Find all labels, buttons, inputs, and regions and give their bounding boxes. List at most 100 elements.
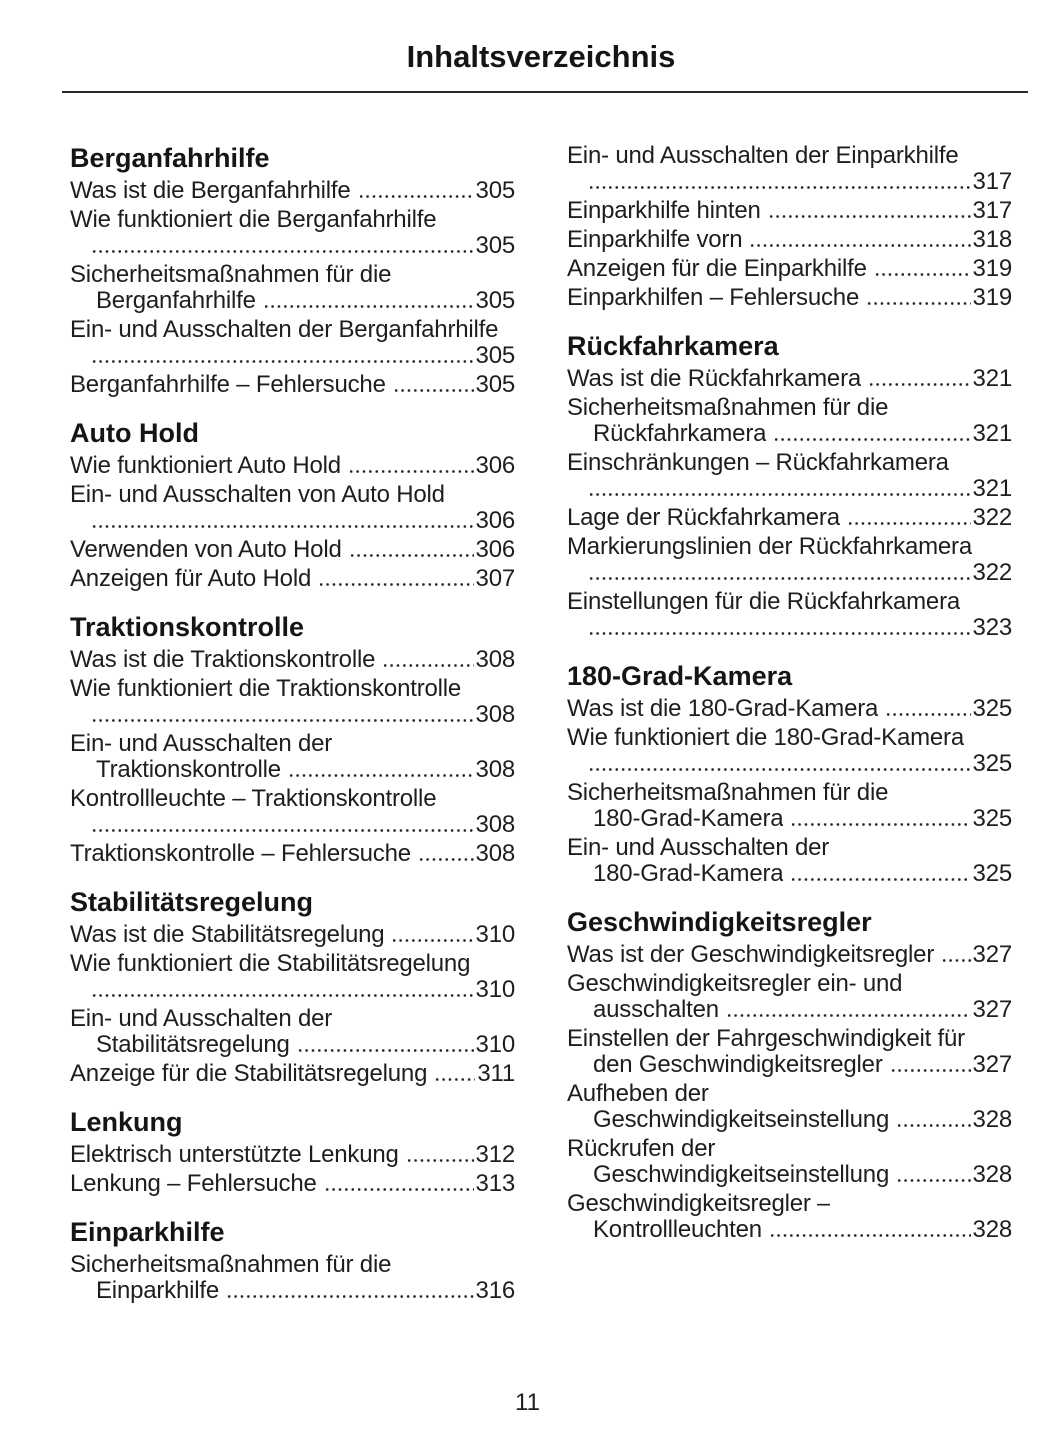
- entry-page-number: 308: [475, 701, 516, 728]
- dot-leader: [865, 285, 971, 311]
- toc-line: Einparkhilfen – Fehlersuche 319: [567, 285, 1012, 311]
- toc-entry: Sicherheitsmaßnahmen für die Berganfahrhi…: [70, 262, 515, 314]
- section-heading: Geschwindigkeitsregler: [567, 907, 872, 937]
- toc-line: Sicherheitsmaßnahmen für die: [567, 780, 1012, 806]
- toc-entry: Ein- und Ausschalten der Einparkhilfe 317: [567, 143, 1012, 195]
- dot-leader: [416, 841, 474, 867]
- entry-page-number: 311: [477, 1060, 515, 1087]
- toc-line: Was ist der Geschwindigkeitsregler 327: [567, 942, 1012, 968]
- toc-line: Anzeige für die Stabilitätsregelung 311: [70, 1061, 515, 1087]
- toc-line: Ein- und Ausschalten der: [567, 835, 1012, 861]
- toc-line: Stabilitätsregelung 310: [70, 1032, 515, 1058]
- toc-line: Wie funktioniert die 180-Grad-Kamera: [567, 725, 1012, 751]
- dot-leader: [895, 1162, 971, 1188]
- entry-page-number: 305: [475, 287, 516, 314]
- toc-section: Berganfahrhilfe Was ist die Berganfahrhil…: [70, 143, 515, 398]
- page-title: Inhaltsverzeichnis: [406, 39, 676, 74]
- dot-leader: [724, 997, 971, 1023]
- toc-line: Aufheben der: [567, 1081, 1012, 1107]
- toc-entry: Kontrollleuchte – Traktionskontrolle 308: [70, 786, 515, 838]
- page-number: 11: [515, 1389, 540, 1416]
- entry-page-number: 321: [972, 420, 1013, 447]
- toc-entry: Elektrisch unterstützte Lenkung 312: [70, 1142, 515, 1168]
- toc-line: Wie funktioniert die Berganfahrhilfe: [70, 207, 515, 233]
- entry-text: Wie funktioniert die Berganfahrhilfe: [70, 207, 437, 233]
- entry-page-number: 307: [475, 565, 516, 592]
- entry-text: Was ist der Geschwindigkeitsregler: [567, 942, 935, 968]
- entry-text: Wie funktioniert die Stabilitätsregelung: [70, 951, 471, 977]
- toc-entry: Einparkhilfe vorn 318: [567, 227, 1012, 253]
- entry-text: Geschwindigkeitseinstellung: [593, 1162, 890, 1188]
- toc-line: Einparkhilfe hinten 317: [567, 198, 1012, 224]
- section-heading: Traktionskontrolle: [70, 612, 305, 642]
- entry-page-number: 322: [972, 504, 1013, 531]
- entry-text: Sicherheitsmaßnahmen für die: [567, 780, 889, 806]
- toc-line: Ein- und Ausschalten der Einparkhilfe: [567, 143, 1012, 169]
- dot-leader: [789, 806, 971, 832]
- dot-leader: [286, 757, 474, 783]
- toc-line: Was ist die Traktionskontrolle 308: [70, 647, 515, 673]
- dot-leader: [895, 1107, 971, 1133]
- toc-line: 317: [567, 169, 1012, 195]
- entry-page-number: 308: [475, 811, 516, 838]
- toc-line: Kontrollleuchten 328: [567, 1217, 1012, 1243]
- toc-line: Einstellungen für die Rückfahrkamera: [567, 589, 1012, 615]
- toc-entry: Geschwindigkeitsregler ein- und ausschalt…: [567, 971, 1012, 1023]
- toc-entry: Was ist die Stabilitätsregelung 310: [70, 922, 515, 948]
- entry-text: ausschalten: [593, 997, 719, 1023]
- entry-page-number: 305: [475, 177, 516, 204]
- toc-entry: Ein- und Ausschalten der Traktionskontrol…: [70, 731, 515, 783]
- dot-leader: [789, 861, 971, 887]
- entry-page-number: 312: [475, 1141, 516, 1168]
- toc-entry: Ein- und Ausschalten von Auto Hold 306: [70, 482, 515, 534]
- toc-line: Geschwindigkeitseinstellung 328: [567, 1162, 1012, 1188]
- toc-entry: Anzeigen für die Einparkhilfe 319: [567, 256, 1012, 282]
- entry-text: Berganfahrhilfe – Fehlersuche: [70, 372, 386, 398]
- toc-line: 310: [70, 977, 515, 1003]
- entry-text: Markierungslinien der Rückfahrkamera: [567, 534, 972, 560]
- section-heading: Berganfahrhilfe: [70, 143, 270, 173]
- entry-text: 180-Grad-Kamera: [593, 806, 784, 832]
- toc-section: Einparkhilfe Sicherheitsmaßnahmen für die…: [70, 1217, 515, 1304]
- toc-section: Rückfahrkamera Was ist die Rückfahrkamera…: [567, 331, 1012, 641]
- toc-entry: Wie funktioniert die Stabilitätsregelung…: [70, 951, 515, 1003]
- dot-leader: [391, 372, 474, 398]
- entry-page-number: 313: [475, 1170, 516, 1197]
- toc-line: Lage der Rückfahrkamera 322: [567, 505, 1012, 531]
- dot-leader: [766, 198, 971, 224]
- entry-text: Lenkung – Fehlersuche: [70, 1171, 317, 1197]
- entry-text: Stabilitätsregelung: [96, 1032, 290, 1058]
- toc-line: 308: [70, 812, 515, 838]
- entry-text: Geschwindigkeitsregler –: [567, 1191, 831, 1217]
- dot-leader: [317, 566, 474, 592]
- toc-line: Einparkhilfe vorn 318: [567, 227, 1012, 253]
- entry-page-number: 316: [475, 1277, 516, 1304]
- dot-leader: [295, 1032, 474, 1058]
- entry-page-number: 306: [475, 507, 516, 534]
- entry-page-number: 321: [972, 475, 1013, 502]
- entry-page-number: 310: [475, 921, 516, 948]
- toc-line: Rückrufen der: [567, 1136, 1012, 1162]
- toc-section: 180-Grad-Kamera Was ist die 180-Grad-Kame…: [567, 661, 1012, 887]
- toc-line: Wie funktioniert die Stabilitätsregelung: [70, 951, 515, 977]
- entry-text: Kontrollleuchte – Traktionskontrolle: [70, 786, 437, 812]
- toc-line: 306: [70, 508, 515, 534]
- entry-text: Ein- und Ausschalten der Einparkhilfe: [567, 143, 959, 169]
- toc-line: Markierungslinien der Rückfahrkamera: [567, 534, 1012, 560]
- dot-leader: [404, 1142, 474, 1168]
- entry-text: Was ist die Berganfahrhilfe: [70, 178, 351, 204]
- toc-entry: Sicherheitsmaßnahmen für die Einparkhilfe…: [70, 1252, 515, 1304]
- dot-leader: [433, 1061, 476, 1087]
- entry-page-number: 325: [972, 860, 1013, 887]
- toc-line: 323: [567, 615, 1012, 641]
- toc-entry: Verwenden von Auto Hold 306: [70, 537, 515, 563]
- entry-page-number: 317: [972, 168, 1013, 195]
- page-header: Inhaltsverzeichnis: [62, 38, 1028, 93]
- toc-entry: Einstellen der Fahrgeschwindigkeit für de…: [567, 1026, 1012, 1078]
- toc-entry: Einparkhilfe hinten 317: [567, 198, 1012, 224]
- entry-page-number: 306: [475, 452, 516, 479]
- entry-text: Ein- und Ausschalten von Auto Hold: [70, 482, 445, 508]
- entry-text: Rückfahrkamera: [593, 421, 767, 447]
- entry-text: Anzeigen für die Einparkhilfe: [567, 256, 867, 282]
- toc-section: Stabilitätsregelung Was ist die Stabilitä…: [70, 887, 515, 1087]
